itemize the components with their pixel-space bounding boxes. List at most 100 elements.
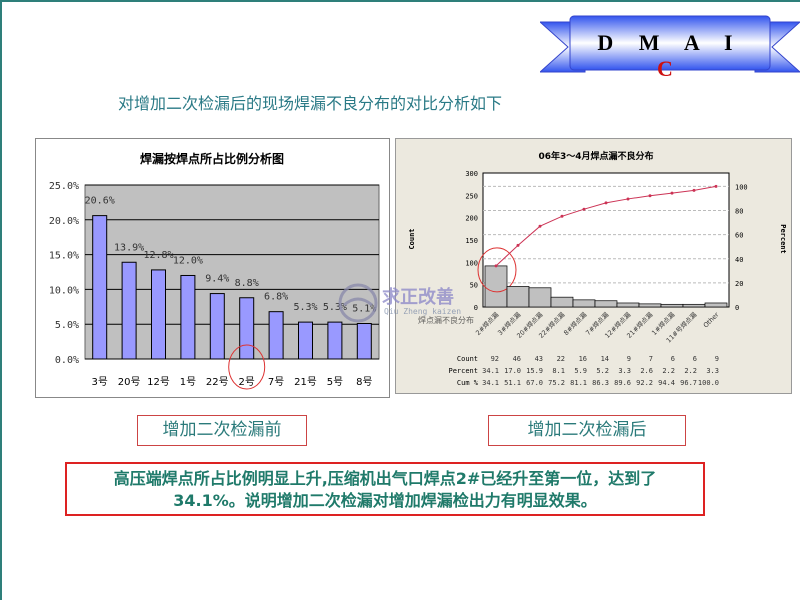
slide-title: 对增加二次检漏后的现场焊漏不良分布的对比分析如下	[118, 94, 503, 113]
data-label: 5.1%	[352, 304, 376, 315]
y-tick-label: 10.0%	[49, 285, 79, 296]
table-percent: 5.9	[574, 367, 587, 375]
y-axis-label: Count	[408, 228, 416, 249]
slide-left-border	[0, 0, 2, 600]
x-tick-label: Other	[702, 311, 721, 330]
conclusion-box: 高压端焊点所占比例明显上升,压缩机出气口焊点2#已经升至第一位，达到了 34.1…	[65, 462, 705, 516]
data-label: 12.8%	[143, 250, 173, 261]
data-label: 6.8%	[264, 292, 288, 303]
table-percent: 17.0	[504, 367, 521, 375]
y2-tick-label: 60	[735, 232, 743, 240]
table-count: 6	[693, 355, 697, 363]
bar	[704, 302, 728, 308]
table-cum-percent: 51.1	[504, 379, 521, 387]
bar	[151, 269, 166, 360]
y2-tick-label: 40	[735, 256, 743, 264]
bar	[327, 321, 343, 360]
bar	[660, 303, 684, 308]
table-cum-percent: 86.3	[592, 379, 609, 387]
table-count: 9	[627, 355, 631, 363]
bar	[180, 274, 196, 360]
after-label: 增加二次检漏后	[488, 415, 686, 446]
highlight-circle	[228, 344, 266, 390]
bar	[121, 261, 137, 360]
dmaic-current-phase: C	[657, 56, 683, 81]
table-count: 9	[715, 355, 719, 363]
dmaic-letters: D M A I	[597, 30, 743, 55]
y-tick-label: 5.0%	[55, 320, 79, 331]
cumulative-point	[714, 184, 718, 188]
x-tick-label: 3号	[92, 376, 108, 388]
table-cum-percent: 34.1	[482, 379, 499, 387]
table-percent: 2.6	[640, 367, 653, 375]
bar	[356, 323, 372, 360]
cumulative-point	[626, 197, 630, 201]
x-tick-label: 20号	[118, 376, 141, 388]
table-percent: 15.9	[526, 367, 543, 375]
cumulative-point	[538, 224, 542, 228]
bar	[572, 299, 596, 308]
cumulative-point	[648, 194, 652, 198]
x-tick-label: 7号	[268, 376, 284, 388]
bar	[268, 311, 284, 360]
x-tick-label: 2号	[239, 376, 255, 388]
bar	[594, 300, 618, 308]
bar	[484, 265, 508, 308]
slide-top-border	[0, 0, 800, 2]
y-tick-label: 300	[465, 170, 478, 178]
table-cum-percent: 92.2	[636, 379, 653, 387]
bar	[506, 286, 530, 308]
watermark-pinyin: Qiu Zheng kaizen	[384, 307, 461, 316]
table-percent: 2.2	[662, 367, 675, 375]
bar	[239, 297, 255, 360]
bar	[638, 303, 662, 308]
bar	[298, 321, 313, 360]
bar	[682, 303, 706, 308]
table-cum-percent: 94.4	[658, 379, 675, 387]
dmaic-title: D M A I C	[580, 30, 760, 82]
y-tick-label: 100	[465, 259, 478, 267]
data-label: 5.3%	[293, 302, 317, 313]
conclusion-line-1: 高压端焊点所占比例明显上升,压缩机出气口焊点2#已经升至第一位，达到了	[113, 469, 657, 488]
bar	[550, 296, 574, 308]
table-row-label: Count	[457, 355, 478, 363]
y-tick-label: 50	[470, 282, 478, 290]
table-percent: 3.3	[706, 367, 719, 375]
cumulative-point	[516, 243, 520, 247]
table-cum-percent: 100.0	[698, 379, 719, 387]
cumulative-point	[670, 191, 674, 195]
table-cum-percent: 81.1	[570, 379, 587, 387]
table-percent: 8.1	[552, 367, 565, 375]
y-tick-label: 25.0%	[49, 181, 79, 192]
x-tick-label: 5号	[327, 376, 343, 388]
x-tick-label: 8号	[356, 376, 372, 388]
dmaic-ribbon-banner	[540, 15, 800, 73]
highlight-circle	[477, 247, 517, 293]
conclusion-line-2: 34.1%。说明增加二次检漏对增加焊漏检出力有明显效果。	[173, 491, 597, 510]
table-cum-percent: 96.7	[680, 379, 697, 387]
table-count: 7	[649, 355, 653, 363]
table-row-label: Cum %	[457, 379, 479, 387]
table-percent: 34.1	[482, 367, 499, 375]
table-cum-percent: 75.2	[548, 379, 565, 387]
y2-tick-label: 0	[735, 304, 739, 312]
y-tick-label: 15.0%	[49, 251, 79, 262]
table-row-label: Percent	[448, 367, 478, 375]
before-label: 增加二次检漏前	[137, 415, 307, 446]
x-tick-label: 1号	[180, 376, 196, 388]
table-count: 46	[513, 355, 521, 363]
y2-tick-label: 80	[735, 208, 743, 216]
data-label: 8.8%	[235, 278, 259, 289]
data-label: 5.3%	[323, 302, 347, 313]
x-tick-label: 21号	[294, 376, 317, 388]
y2-tick-label: 20	[735, 280, 743, 288]
table-count: 43	[535, 355, 543, 363]
table-count: 22	[557, 355, 565, 363]
chart-title: 06年3～4月焊点漏不良分布	[538, 150, 653, 162]
y-tick-label: 200	[465, 215, 478, 223]
cumulative-point	[692, 188, 696, 192]
table-count: 6	[671, 355, 675, 363]
data-label: 9.4%	[205, 274, 229, 285]
bar	[616, 302, 640, 308]
data-label: 20.6%	[85, 196, 115, 207]
